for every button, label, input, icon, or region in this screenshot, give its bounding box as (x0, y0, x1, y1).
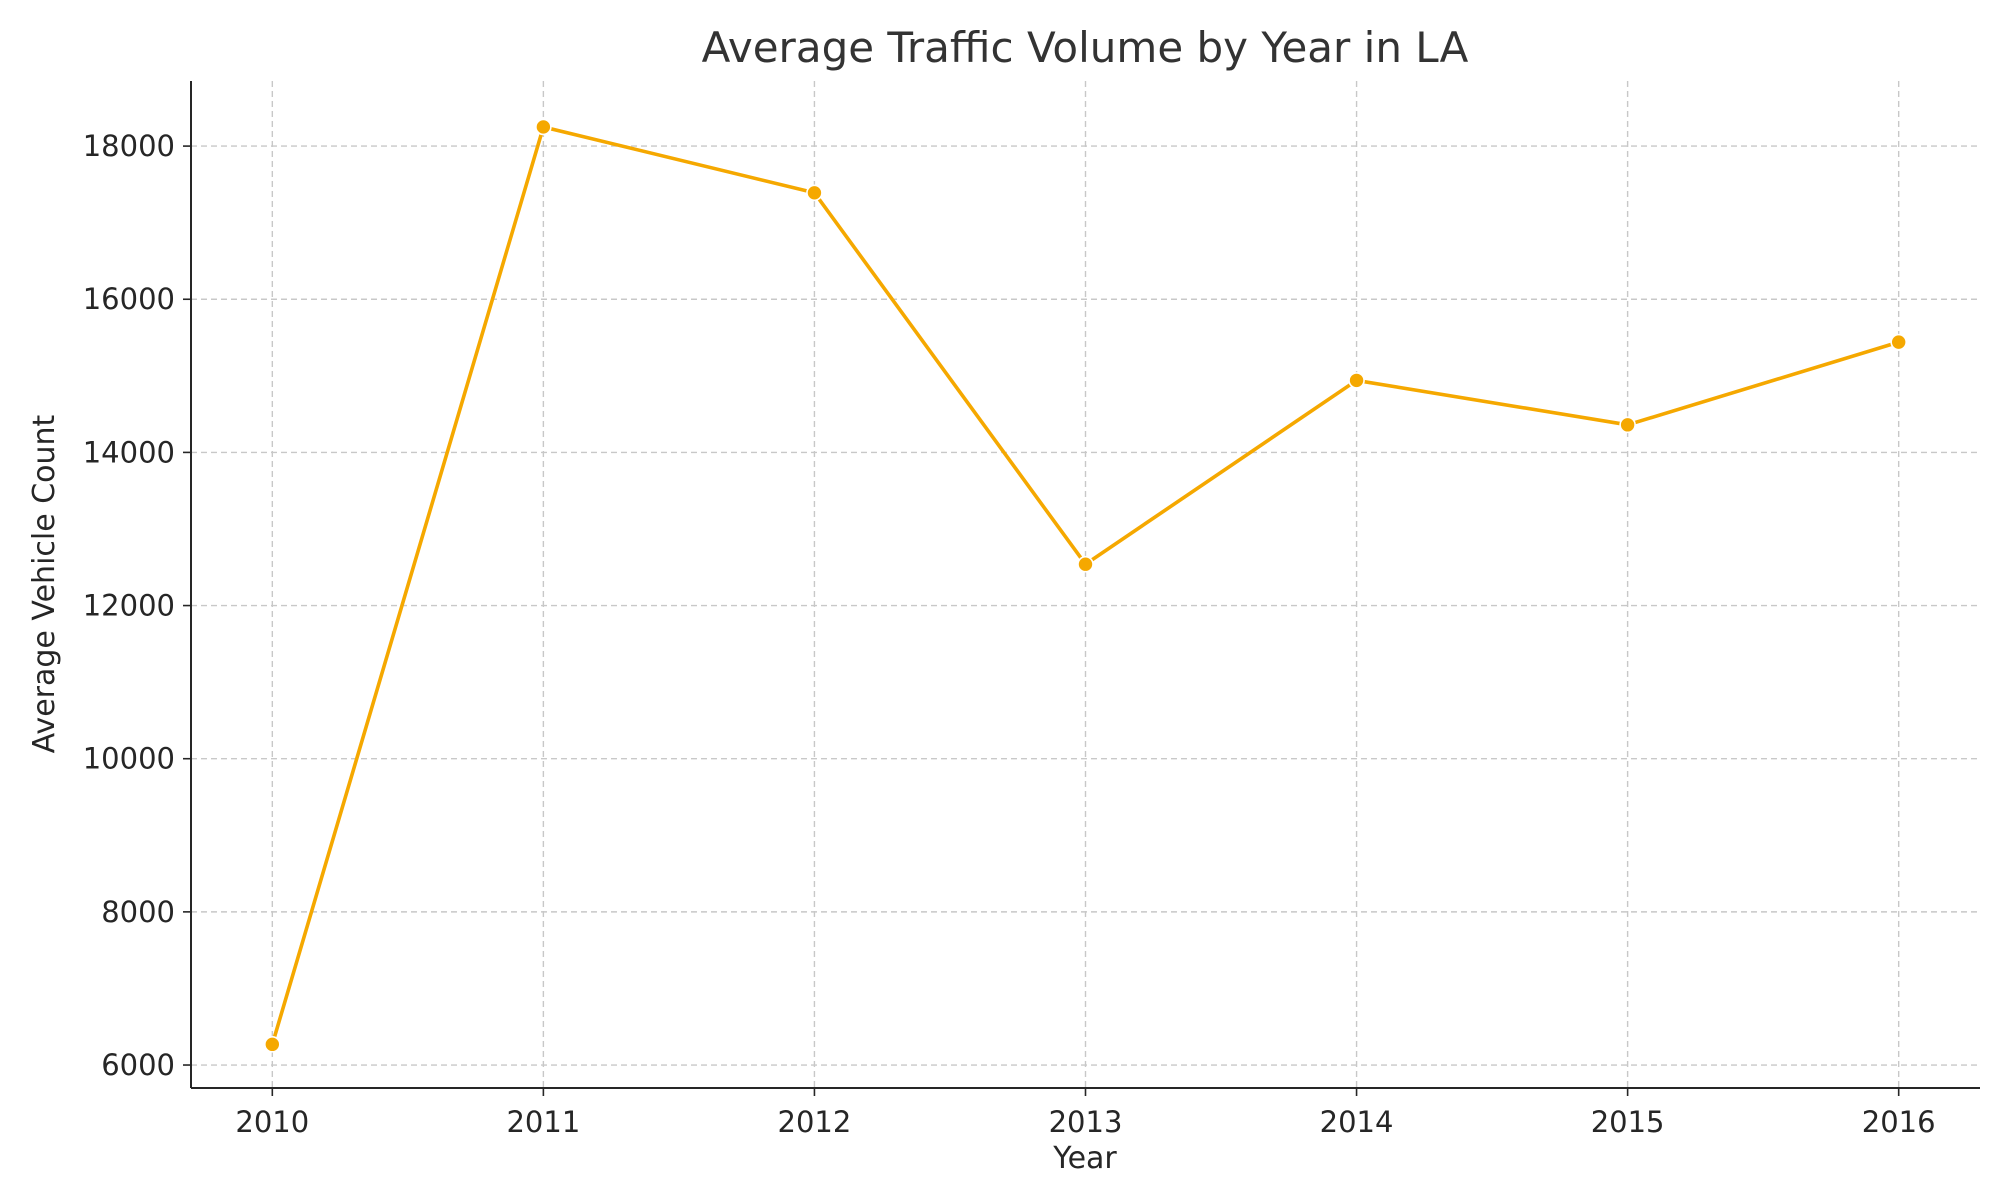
y-tick-label: 16000 (83, 282, 175, 316)
data-point (1348, 372, 1365, 389)
data-point (264, 1036, 281, 1053)
x-tick-label: 2010 (235, 1105, 309, 1139)
grid-lines (191, 81, 1980, 1088)
chart-title: Average Traffic Volume by Year in LA (702, 23, 1469, 72)
y-tick-label: 10000 (83, 742, 175, 776)
data-point (1077, 555, 1094, 573)
y-tick-label: 12000 (83, 589, 175, 623)
series (264, 118, 1907, 1053)
x-tick-label: 2016 (1862, 1105, 1936, 1139)
x-axis-label: Year (1052, 1141, 1117, 1176)
data-point (1619, 416, 1636, 434)
x-tick-label: 2015 (1591, 1105, 1665, 1139)
x-tick-label: 2012 (778, 1105, 852, 1139)
y-tick-label: 14000 (83, 435, 175, 469)
y-tick-label: 8000 (101, 895, 175, 929)
y-tick-label: 6000 (101, 1048, 175, 1082)
x-tick-label: 2011 (506, 1105, 580, 1139)
data-point (535, 118, 552, 136)
x-tick-label: 2013 (1049, 1105, 1123, 1139)
y-tick-label: 18000 (83, 129, 175, 163)
y-axis-label: Average Vehicle Count (27, 414, 62, 753)
data-point (806, 184, 823, 202)
data-point (1890, 333, 1907, 351)
tick-labels: 2010 2011 2012 2013 2014 2015 2016 6000 8000 1000… (83, 129, 1936, 1139)
x-tick-label: 2014 (1320, 1105, 1394, 1139)
